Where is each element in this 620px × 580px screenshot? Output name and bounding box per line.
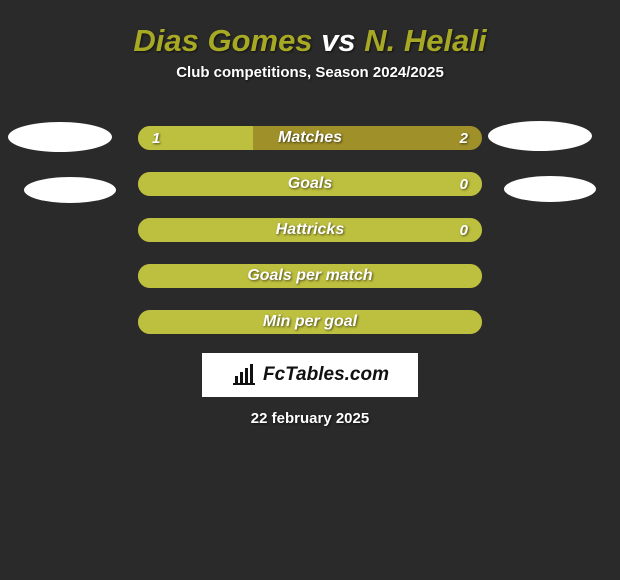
source-badge: FcTables.com: [202, 353, 418, 397]
stat-bar-label: Min per goal: [138, 310, 482, 334]
stat-bar: Goals0: [138, 172, 482, 196]
vs-separator: vs: [321, 23, 355, 58]
stat-bar-label: Goals: [138, 172, 482, 196]
stat-bar: Hattricks0: [138, 218, 482, 242]
stat-bar-label: Goals per match: [138, 264, 482, 288]
player1-name: Dias Gomes: [133, 23, 312, 58]
bar-chart-icon: [231, 364, 257, 386]
avatar-placeholder: [504, 176, 596, 202]
avatar-placeholder: [8, 122, 112, 152]
avatar-placeholder: [488, 121, 592, 151]
stat-bar-right-value: 2: [460, 126, 468, 150]
stat-bar: Matches1 2: [138, 126, 482, 150]
stat-bar: Min per goal: [138, 310, 482, 334]
stat-bar: Goals per match: [138, 264, 482, 288]
stat-bar-left-value: 1: [152, 126, 160, 150]
stat-bar-right-value: 0: [460, 218, 468, 242]
stat-bar-label: Matches: [138, 126, 482, 150]
subtitle: Club competitions, Season 2024/2025: [0, 64, 620, 81]
stat-bar-right-value: 0: [460, 172, 468, 196]
player2-name: N. Helali: [364, 23, 486, 58]
stats-comparison-card: Dias Gomes vs N. Helali Club competition…: [0, 0, 620, 580]
source-badge-text: FcTables.com: [263, 364, 389, 386]
page-title: Dias Gomes vs N. Helali: [0, 23, 620, 59]
stat-bar-label: Hattricks: [138, 218, 482, 242]
snapshot-date: 22 february 2025: [0, 410, 620, 427]
avatar-placeholder: [24, 177, 116, 203]
